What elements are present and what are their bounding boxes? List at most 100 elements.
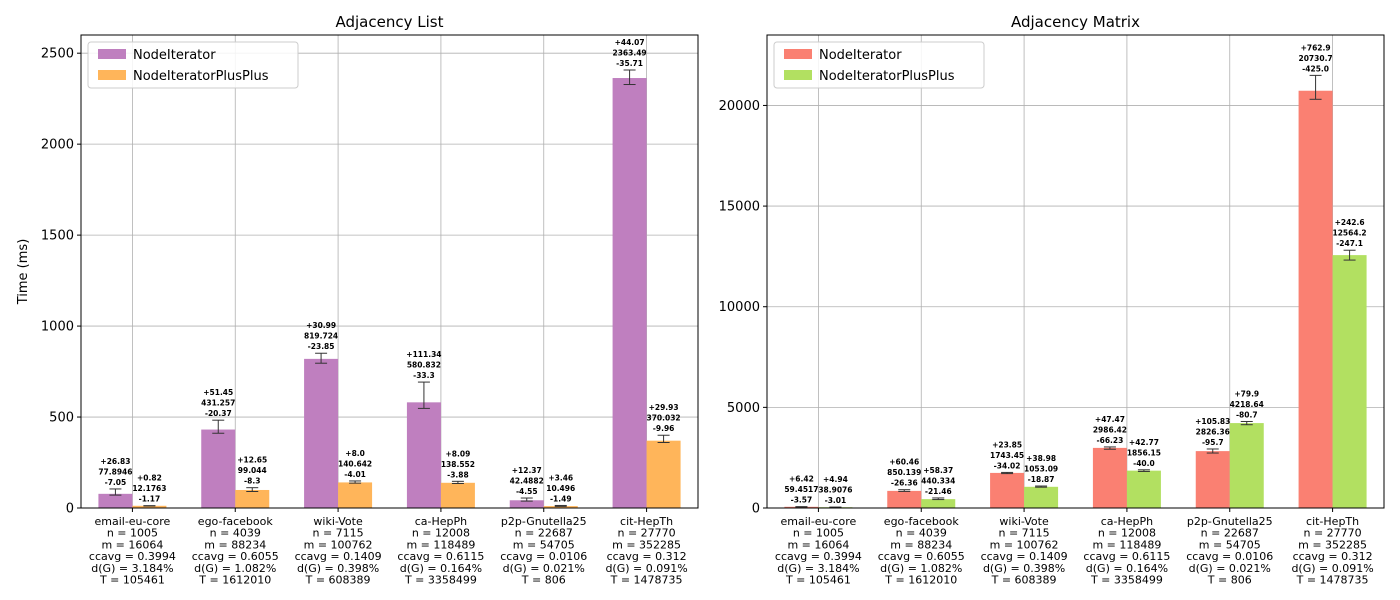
- bar: [1195, 451, 1230, 508]
- x-tick-label: T = 1478735: [610, 574, 683, 587]
- x-tick-label: T = 3358499: [404, 574, 477, 587]
- data-label: 140.642: [338, 459, 372, 468]
- data-label: +38.98: [1026, 454, 1056, 463]
- data-label: +111.34: [406, 350, 441, 359]
- x-tick-label: n = 12008: [1098, 527, 1156, 540]
- x-tick-label: email-eu-core: [94, 515, 170, 528]
- data-label: 1856.15: [1127, 448, 1161, 457]
- plot-frame: [766, 34, 1385, 509]
- x-tick-label: n = 27770: [617, 527, 675, 540]
- data-label: +29.93: [649, 403, 679, 412]
- data-label: +58.37: [923, 466, 953, 475]
- x-tick-label: ccavg = 0.0106: [1186, 550, 1273, 563]
- data-label: 440.334: [921, 476, 955, 485]
- x-tick-label: T = 1612010: [198, 574, 271, 587]
- plot-frame: [80, 34, 699, 509]
- x-tick-label: n = 7115: [312, 527, 363, 540]
- data-label: +79.9: [1234, 389, 1259, 398]
- x-tick-label: ccavg = 0.0106: [500, 550, 587, 563]
- data-label: -7.05: [105, 478, 127, 487]
- data-label: +51.45: [203, 388, 233, 397]
- x-tick-label: ego-facebook: [884, 515, 960, 528]
- chart-title: Adjacency Matrix: [1011, 13, 1140, 31]
- data-label: +242.6: [1335, 218, 1365, 227]
- x-tick-label: ccavg = 0.6115: [397, 550, 484, 563]
- y-tick-label: 2000: [41, 138, 74, 153]
- legend-box: [773, 41, 985, 89]
- bar: [1024, 486, 1059, 508]
- x-tick-label: p2p-Gnutella25: [501, 515, 587, 528]
- x-tick-label: n = 4039: [210, 527, 261, 540]
- data-label: -95.7: [1202, 438, 1224, 447]
- bar: [132, 505, 167, 508]
- data-label: -1.17: [139, 495, 161, 504]
- x-tick-label: d(G) = 0.164%: [1086, 562, 1168, 575]
- data-label: -9.96: [653, 424, 675, 433]
- data-label: +26.83: [100, 457, 130, 466]
- bar: [990, 472, 1025, 508]
- bar: [406, 402, 441, 508]
- data-label: +762.9: [1301, 43, 1331, 52]
- bar: [1332, 255, 1367, 508]
- bar: [1092, 447, 1127, 508]
- data-label: -425.0: [1302, 64, 1329, 73]
- x-tick-label: n = 4039: [896, 527, 947, 540]
- x-tick-label: T = 1478735: [1296, 574, 1369, 587]
- x-tick-label: n = 7115: [998, 527, 1049, 540]
- data-label: +47.47: [1095, 415, 1125, 424]
- legend-label: NodeIterator: [133, 48, 216, 63]
- bar: [784, 506, 819, 508]
- x-tick-label: m = 54705: [513, 538, 575, 551]
- x-tick-label: ccavg = 0.1409: [981, 550, 1068, 563]
- x-tick-label: ego-facebook: [198, 515, 274, 528]
- data-label: 1743.45: [990, 451, 1024, 460]
- data-label: 4218.64: [1230, 400, 1264, 409]
- x-tick-label: d(G) = 0.398%: [983, 562, 1065, 575]
- y-tick-label: 20000: [719, 99, 760, 114]
- bar: [887, 490, 922, 508]
- data-label: 2826.36: [1196, 427, 1230, 436]
- x-tick-label: ca-HepPh: [415, 515, 467, 528]
- data-label: 1053.09: [1024, 465, 1058, 474]
- x-tick-label: m = 352285: [1298, 538, 1367, 551]
- x-tick-label: ccavg = 0.312: [607, 550, 687, 563]
- legend-swatch: [98, 49, 126, 59]
- x-tick-label: cit-HepTh: [620, 515, 673, 528]
- x-tick-label: p2p-Gnutella25: [1187, 515, 1273, 528]
- y-tick-label: 500: [49, 411, 74, 426]
- data-label: -8.3: [244, 477, 260, 486]
- bar: [543, 506, 578, 508]
- data-label: +4.94: [823, 475, 848, 484]
- x-tick-label: T = 1612010: [884, 574, 957, 587]
- y-tick-label: 10000: [719, 300, 760, 315]
- data-label: 77.8946: [98, 467, 132, 476]
- data-label: +105.83: [1195, 417, 1230, 426]
- data-label: -26.36: [891, 479, 918, 488]
- x-tick-label: d(G) = 3.184%: [91, 562, 173, 575]
- x-tick-label: m = 118489: [1092, 538, 1161, 551]
- x-tick-label: m = 100762: [990, 538, 1059, 551]
- data-label: 850.139: [887, 468, 921, 477]
- x-tick-label: T = 3358499: [1090, 574, 1163, 587]
- data-label: +12.65: [237, 456, 267, 465]
- legend-box: [87, 41, 299, 89]
- data-label: -3.01: [825, 496, 847, 505]
- x-tick-label: email-eu-core: [780, 515, 856, 528]
- data-label: 59.4517: [784, 485, 818, 494]
- bar: [235, 489, 270, 508]
- data-label: -80.7: [1236, 410, 1258, 419]
- legend-swatch: [784, 49, 812, 59]
- data-label: +60.46: [889, 458, 919, 467]
- data-label: -66.23: [1096, 436, 1123, 445]
- x-tick-label: ccavg = 0.6115: [1083, 550, 1170, 563]
- x-tick-label: n = 27770: [1303, 527, 1361, 540]
- data-label: -4.55: [516, 487, 538, 496]
- bar: [1229, 423, 1264, 508]
- data-label: 580.832: [407, 361, 441, 370]
- data-label: +6.42: [789, 475, 814, 484]
- x-tick-label: d(G) = 0.091%: [605, 562, 687, 575]
- x-tick-label: T = 105461: [99, 574, 165, 587]
- x-tick-label: ccavg = 0.6055: [192, 550, 279, 563]
